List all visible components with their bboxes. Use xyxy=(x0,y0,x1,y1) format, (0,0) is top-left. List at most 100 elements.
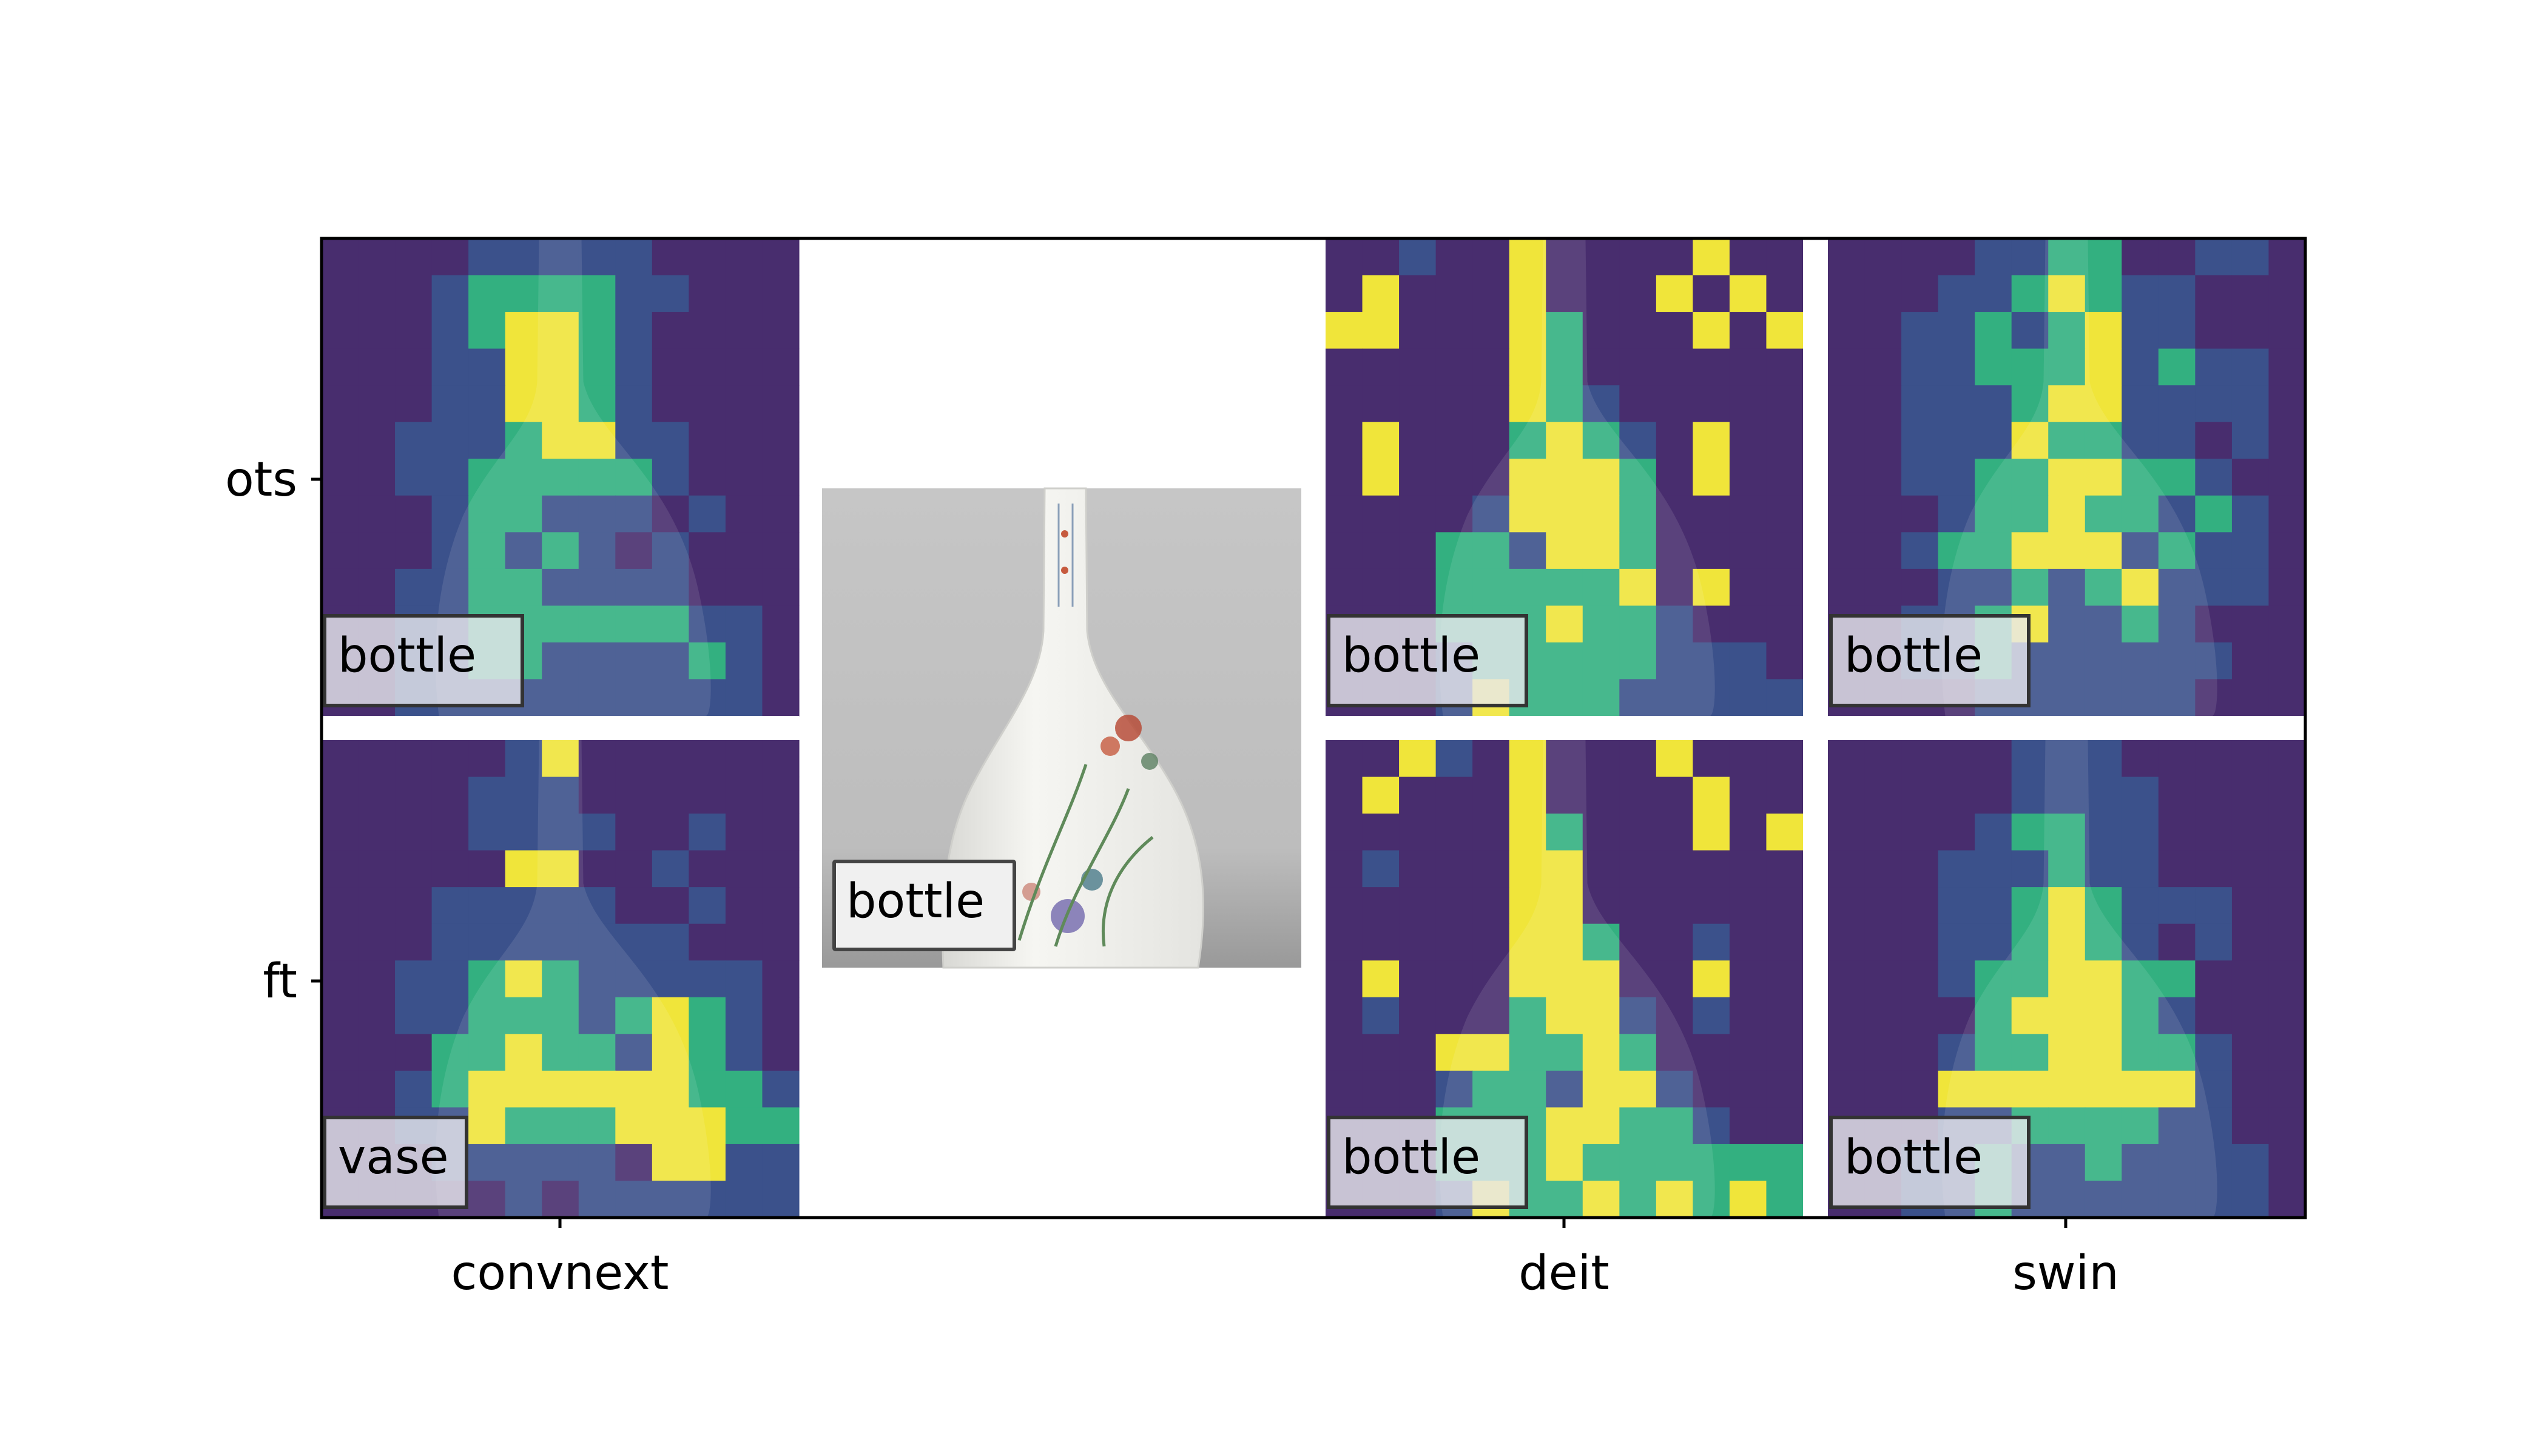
heatmap-cell xyxy=(1546,385,1583,423)
heatmap-cell xyxy=(1326,814,1363,851)
heatmap-cell xyxy=(505,814,542,851)
heatmap-cell xyxy=(2085,777,2122,814)
heatmap-cell xyxy=(1546,275,1583,312)
heatmap-cell xyxy=(2122,1144,2159,1182)
heatmap-cell xyxy=(578,1144,616,1182)
heatmap-cell xyxy=(1729,642,1767,680)
heatmap-cell xyxy=(2268,495,2306,533)
heatmap-cell xyxy=(468,495,506,533)
heatmap-cell xyxy=(322,568,359,606)
heatmap-cell xyxy=(652,238,689,276)
heatmap-cell xyxy=(1582,814,1620,851)
heatmap-cell xyxy=(1326,275,1363,312)
heatmap-cell xyxy=(468,887,506,925)
heatmap-cell xyxy=(322,887,359,925)
heatmap-cell xyxy=(2048,532,2086,570)
heatmap-cell xyxy=(1326,850,1363,888)
heatmap-cell xyxy=(2268,385,2306,423)
vase-overlay xyxy=(1439,740,1715,1218)
panel-separator xyxy=(1803,238,1828,1218)
y-tick-label-ots: ots xyxy=(225,453,297,507)
heatmap-cell xyxy=(1362,740,1400,778)
heatmap-cell xyxy=(2011,814,2049,851)
heatmap-cell xyxy=(1546,740,1583,778)
heatmap-cell xyxy=(505,238,542,276)
heatmap-cell xyxy=(578,275,616,312)
heatmap-cell xyxy=(1326,312,1363,349)
heatmap-cell xyxy=(542,1107,579,1145)
heatmap-cell xyxy=(725,495,763,533)
heatmap-cell xyxy=(1656,422,1693,459)
heatmap-cell xyxy=(2085,1181,2122,1218)
heatmap-cell xyxy=(2195,312,2233,349)
heatmap-cell xyxy=(2158,850,2196,888)
heatmap-cell xyxy=(615,238,653,276)
heatmap-cell xyxy=(1546,1144,1583,1182)
heatmap-cell xyxy=(1828,385,1866,423)
heatmap-cell xyxy=(1864,1070,1902,1108)
heatmap-cell xyxy=(2085,642,2122,680)
heatmap-cell xyxy=(725,814,763,851)
heatmap-cell xyxy=(1693,679,1730,716)
heatmap-cell xyxy=(542,422,579,459)
heatmap-cell xyxy=(322,1070,359,1108)
heatmap-cell xyxy=(2085,814,2122,851)
heatmap-convnext-ft: vase xyxy=(322,740,800,1218)
heatmap-cell xyxy=(1901,385,1939,423)
heatmap-cell xyxy=(1472,777,1510,814)
heatmap-cell xyxy=(1619,777,1657,814)
heatmap-cell xyxy=(2195,642,2233,680)
heatmap-cell xyxy=(1399,1034,1437,1071)
heatmap-cell xyxy=(1472,887,1510,925)
heatmap-cell xyxy=(1619,532,1657,570)
heatmap-cell xyxy=(1828,997,1866,1034)
heatmap-cell xyxy=(1509,814,1546,851)
heatmap-cell xyxy=(1828,495,1866,533)
heatmap-cell xyxy=(1435,1070,1473,1108)
heatmap-cell xyxy=(1975,312,2012,349)
heatmap-cell xyxy=(1766,238,1804,276)
heatmap-cell xyxy=(1766,1144,1804,1182)
heatmap-cell xyxy=(1509,1034,1546,1071)
heatmap-cell xyxy=(1656,605,1693,643)
heatmap-cell xyxy=(2158,422,2196,459)
heatmap-cell xyxy=(1864,348,1902,386)
heatmap-cell xyxy=(2085,532,2122,570)
heatmap-cell xyxy=(578,495,616,533)
heatmap-cell xyxy=(1472,850,1510,888)
heatmap-cell xyxy=(2011,740,2049,778)
heatmap-cell xyxy=(1326,495,1363,533)
heatmap-cell xyxy=(652,814,689,851)
heatmap-cell xyxy=(2158,1034,2196,1071)
heatmap-cell xyxy=(505,850,542,888)
heatmap-cell xyxy=(1472,532,1510,570)
heatmap-cell xyxy=(2195,605,2233,643)
heatmap-cell xyxy=(1938,385,1975,423)
heatmap-cell xyxy=(578,850,616,888)
heatmap-cell xyxy=(468,814,506,851)
heatmap-cell xyxy=(725,605,763,643)
heatmap-cell xyxy=(1472,238,1510,276)
heatmap-cell xyxy=(2158,238,2196,276)
heatmap-cell xyxy=(2158,348,2196,386)
prediction-caption: bottle xyxy=(1342,1130,1480,1185)
heatmap-cell xyxy=(2122,642,2159,680)
heatmap-cell xyxy=(1766,459,1804,496)
heatmap-cell xyxy=(1582,348,1620,386)
heatmap-cell xyxy=(1729,459,1767,496)
heatmap-cell xyxy=(2195,568,2233,606)
heatmap-cell xyxy=(1509,960,1546,998)
heatmap-cell xyxy=(1975,495,2012,533)
heatmap-cell xyxy=(1326,887,1363,925)
heatmap-cell xyxy=(615,1034,653,1071)
heatmap-cell xyxy=(2231,887,2270,925)
heatmap-cell xyxy=(468,459,506,496)
heatmap-cell xyxy=(2268,679,2306,716)
heatmap-cell xyxy=(542,459,579,496)
heatmap-cell xyxy=(1619,422,1657,459)
heatmap-cell xyxy=(1766,1034,1804,1071)
heatmap-cell xyxy=(652,1034,689,1071)
heatmap-cell xyxy=(1435,312,1473,349)
heatmap-cell xyxy=(2231,385,2270,423)
heatmap-cell xyxy=(542,238,579,276)
